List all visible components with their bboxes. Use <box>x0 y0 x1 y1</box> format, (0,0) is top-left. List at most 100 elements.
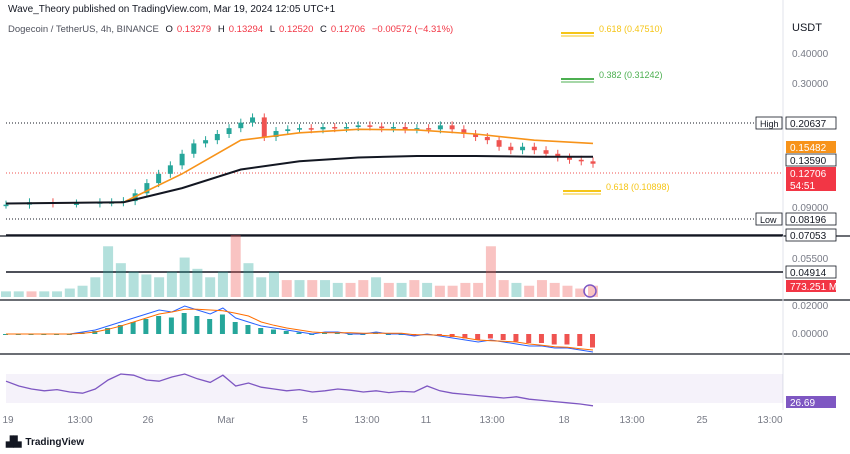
macd-histogram-bar <box>3 334 8 335</box>
high-label: H <box>217 24 225 35</box>
volume-bar <box>562 285 573 297</box>
ohlc-legend: Dogecoin / TetherUS, 4h, BINANCE O 0.1327… <box>8 24 457 35</box>
candle-body <box>297 128 302 130</box>
candle-body <box>402 127 408 130</box>
x-tick-label: 13:00 <box>479 415 504 426</box>
volume-bar <box>434 285 445 297</box>
macd-histogram-bar <box>117 325 123 334</box>
macd-histogram-bar <box>207 319 213 334</box>
candle-body <box>520 146 526 151</box>
price-axis-label: 0.08196 <box>790 215 827 226</box>
candle-body <box>508 146 514 151</box>
x-tick-label: Mar <box>217 415 235 426</box>
macd-signal-line <box>6 308 594 351</box>
price-axis-label-box <box>785 116 837 130</box>
price-axis-label-box <box>786 167 836 179</box>
candle-body <box>308 128 314 130</box>
macd-histogram-bar <box>436 334 442 336</box>
candle-body <box>156 173 162 184</box>
macd-histogram-bar <box>538 334 544 343</box>
volume-bar <box>345 282 356 297</box>
candle-body <box>73 203 79 205</box>
price-axis-label: 0.04914 <box>790 268 827 279</box>
price-axis-label: 773.251 M <box>790 282 837 293</box>
price-axis-label: 0.20637 <box>790 119 827 130</box>
volume-bar <box>90 277 101 297</box>
candle-body <box>144 183 150 194</box>
price-axis-label-box <box>785 212 837 226</box>
price-axis-label-box <box>786 141 836 153</box>
rsi-line <box>5 373 594 407</box>
volume-bar <box>498 280 509 297</box>
macd-histogram-bar <box>258 328 264 334</box>
macd-histogram-bar <box>551 334 557 345</box>
price-axis-label: 0.07053 <box>790 231 827 242</box>
volume-bar <box>154 277 165 297</box>
open-value: 0.13279 <box>176 24 212 35</box>
candle-body <box>461 129 467 134</box>
candle-body <box>238 122 244 129</box>
volume-bar <box>524 285 535 297</box>
symbol-name[interactable]: Dogecoin / TetherUS, 4h, BINANCE <box>8 24 159 35</box>
macd-histogram-bar <box>590 334 595 348</box>
ema-line-ema_fast <box>5 128 594 205</box>
candle-body <box>484 137 490 141</box>
price-axis-label: 0.15482 <box>790 143 827 154</box>
volume-bar <box>588 285 598 297</box>
volume-bar <box>115 263 126 297</box>
volume-bar <box>358 280 369 297</box>
candle-body <box>531 146 537 151</box>
price-tag-label: Low <box>760 215 777 225</box>
low-value: 0.12520 <box>279 24 314 35</box>
candle-body <box>250 117 256 123</box>
fib-label: 0.618 (0.47510) <box>599 24 663 34</box>
fib-label: 0.382 (0.31242) <box>599 70 663 80</box>
volume-bar <box>217 271 228 297</box>
price-axis-label: 54:51 <box>790 181 815 192</box>
candle-body <box>496 140 502 147</box>
y-tick-label: 0.09000 <box>792 203 829 214</box>
volume-bar <box>128 271 139 297</box>
candle-body <box>367 125 373 127</box>
price-unit-label[interactable]: USDT <box>792 22 822 34</box>
x-tick-label: 11 <box>421 415 432 426</box>
open-label: O <box>165 24 173 35</box>
candle-body <box>179 153 185 166</box>
volume-bar <box>39 291 50 297</box>
macd-histogram-bar <box>309 334 315 335</box>
macd-histogram-bar <box>130 322 136 334</box>
volume-bar <box>141 274 152 297</box>
y-tick-label: 0.30000 <box>792 79 829 90</box>
candle-body <box>390 127 396 129</box>
x-tick-label: 5 <box>302 415 308 426</box>
high-value: 0.13294 <box>228 24 264 35</box>
candle-body <box>567 157 573 160</box>
volume-bar <box>447 285 458 297</box>
macd-histogram-bar <box>513 334 519 342</box>
volume-bar <box>256 277 267 297</box>
candle-body <box>3 204 9 207</box>
candle-body <box>473 133 479 138</box>
candle-body <box>379 126 385 129</box>
x-tick-label: 18 <box>558 415 570 426</box>
candle-body <box>285 129 291 132</box>
candle-body <box>273 131 279 138</box>
volume-bar <box>549 282 560 297</box>
candle-body <box>590 161 596 164</box>
volume-bar <box>460 282 471 297</box>
volume-bar <box>1 291 11 297</box>
price-axis-label-box <box>785 228 837 242</box>
volume-bar <box>473 282 484 297</box>
x-tick-label: 13:00 <box>354 415 379 426</box>
close-value: 0.12706 <box>330 24 366 35</box>
close-label: C <box>320 24 327 35</box>
candle-body <box>332 127 338 129</box>
macd-histogram-bar <box>168 317 174 334</box>
y-tick-label: 0.05500 <box>792 254 829 265</box>
macd-histogram-bar <box>245 325 251 334</box>
candle-body <box>226 128 232 134</box>
volume-bar <box>409 280 420 297</box>
volume-bar <box>396 282 407 297</box>
macd-histogram-bar <box>232 322 238 334</box>
